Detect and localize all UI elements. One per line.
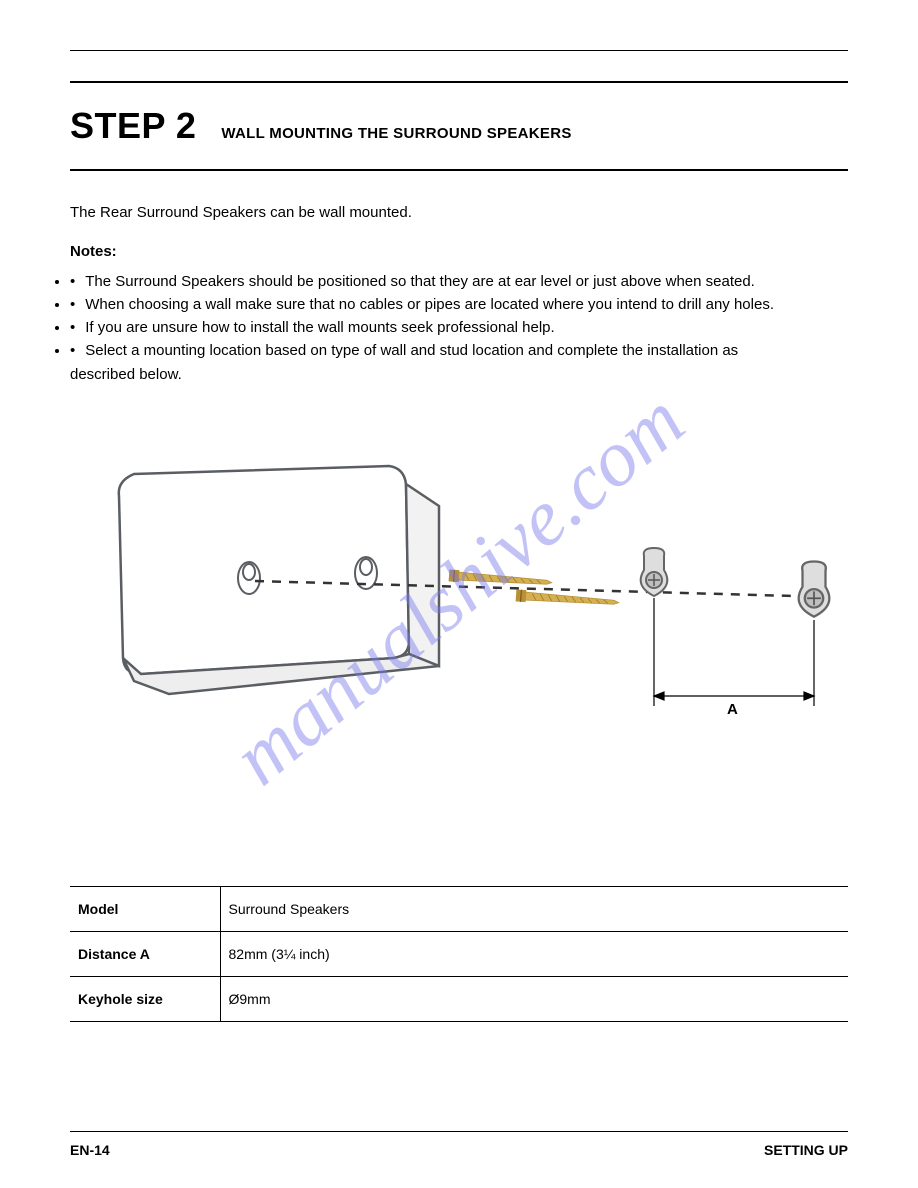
page-number: EN-14 (70, 1142, 110, 1158)
spec-value: 82mm (3¼ inch) (220, 931, 848, 976)
list-item: •When choosing a wall make sure that no … (70, 293, 790, 316)
notes-list: •The Surround Speakers should be positio… (70, 270, 790, 386)
step-header: STEP 2 WALL MOUNTING THE SURROUND SPEAKE… (70, 81, 848, 171)
note-text: The Surround Speakers should be position… (85, 273, 755, 290)
page-footer: EN-14 SETTING UP (70, 1131, 848, 1158)
spec-label: Model (70, 886, 220, 931)
dimension-a-label: A (727, 701, 738, 718)
note-text: Select a mounting location based on type… (70, 342, 738, 382)
section-label: SETTING UP (764, 1142, 848, 1158)
table-row: Distance A 82mm (3¼ inch) (70, 931, 848, 976)
note-text: When choosing a wall make sure that no c… (85, 296, 774, 313)
spec-label: Distance A (70, 931, 220, 976)
list-item: •Select a mounting location based on typ… (70, 339, 790, 386)
table-row: Model Surround Speakers (70, 886, 848, 931)
note-text: If you are unsure how to install the wal… (85, 319, 554, 336)
notes-label: Notes: (70, 240, 790, 263)
spec-label: Keyhole size (70, 976, 220, 1021)
list-item: •If you are unsure how to install the wa… (70, 316, 790, 339)
mounting-diagram: A (79, 396, 839, 796)
spec-table: Model Surround Speakers Distance A 82mm … (70, 886, 848, 1022)
list-item: •The Surround Speakers should be positio… (70, 270, 790, 293)
spec-value: Surround Speakers (220, 886, 848, 931)
intro-text: The Rear Surround Speakers can be wall m… (70, 201, 790, 224)
spec-value: Ø9mm (220, 976, 848, 1021)
table-row: Keyhole size Ø9mm (70, 976, 848, 1021)
step-title: STEP 2 (70, 105, 196, 147)
top-divider (70, 50, 848, 51)
step-subtitle: WALL MOUNTING THE SURROUND SPEAKERS (221, 125, 571, 142)
